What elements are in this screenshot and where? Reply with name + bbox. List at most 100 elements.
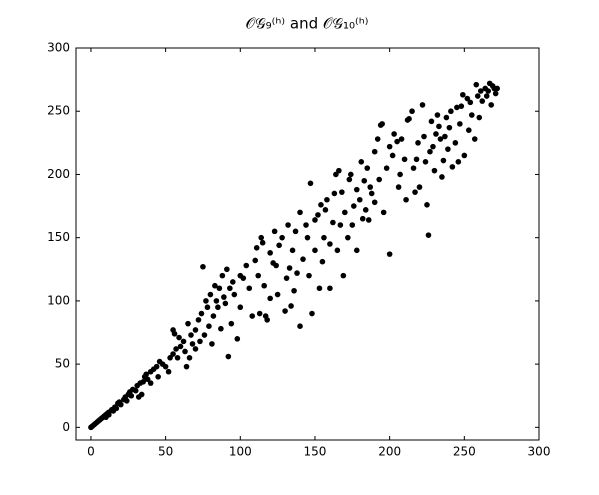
x-tick-label: 300 xyxy=(528,445,551,459)
point xyxy=(327,285,333,292)
point xyxy=(464,95,471,102)
point xyxy=(198,310,205,317)
point xyxy=(253,244,260,251)
point xyxy=(442,133,448,140)
point xyxy=(340,272,347,279)
point xyxy=(279,234,285,241)
point xyxy=(224,266,230,273)
point xyxy=(336,167,342,174)
x-tick-label: 200 xyxy=(378,445,401,459)
point xyxy=(234,336,241,342)
point xyxy=(339,189,345,195)
point xyxy=(458,103,465,109)
point xyxy=(348,171,354,178)
point xyxy=(410,165,417,171)
point xyxy=(403,196,409,203)
point xyxy=(394,138,400,145)
point xyxy=(261,282,267,289)
y-tick-label: 50 xyxy=(55,357,70,371)
x-tick-label: 0 xyxy=(87,445,95,459)
point xyxy=(286,265,293,271)
point xyxy=(230,279,236,285)
point xyxy=(180,338,187,345)
point xyxy=(419,102,426,108)
point xyxy=(259,239,266,246)
point xyxy=(353,186,360,193)
point xyxy=(292,228,299,235)
point xyxy=(468,112,475,118)
point xyxy=(437,136,444,142)
point xyxy=(162,363,169,370)
point xyxy=(436,123,442,130)
point xyxy=(365,217,372,223)
point xyxy=(374,136,381,142)
point xyxy=(240,275,247,281)
point xyxy=(395,184,402,190)
point xyxy=(474,93,481,99)
point xyxy=(106,411,112,418)
point xyxy=(140,379,147,385)
point xyxy=(322,207,329,213)
point xyxy=(228,320,235,327)
point xyxy=(170,351,176,357)
point xyxy=(349,222,356,228)
point xyxy=(288,303,294,309)
point xyxy=(176,334,182,341)
point xyxy=(333,171,339,178)
point xyxy=(225,353,232,360)
point xyxy=(147,380,154,386)
point xyxy=(237,304,244,311)
point xyxy=(153,363,160,370)
point xyxy=(327,241,333,247)
y-tick-label: 200 xyxy=(47,167,70,181)
point xyxy=(195,317,202,323)
point xyxy=(353,247,360,254)
point xyxy=(173,346,179,352)
point xyxy=(445,146,451,152)
point xyxy=(351,203,357,209)
point xyxy=(264,317,270,323)
point xyxy=(285,222,291,228)
point xyxy=(315,212,321,218)
x-tick-label: 150 xyxy=(304,445,327,459)
point xyxy=(201,332,208,338)
point xyxy=(128,392,135,399)
point xyxy=(342,209,348,216)
point xyxy=(256,310,263,317)
point xyxy=(271,228,278,235)
point xyxy=(132,387,139,394)
point xyxy=(227,285,233,292)
point xyxy=(207,291,214,298)
point xyxy=(321,234,327,241)
point xyxy=(282,308,288,314)
chart-title: 𝒪𝒢₉⁽ʰ⁾ and 𝒪𝒢₁₀⁽ʰ⁾ xyxy=(246,15,369,33)
point xyxy=(216,285,223,292)
point xyxy=(188,332,194,338)
point xyxy=(494,85,500,92)
point xyxy=(297,323,303,329)
point xyxy=(430,143,436,150)
plot-frame xyxy=(75,47,540,441)
point xyxy=(461,152,468,159)
point xyxy=(197,338,203,345)
point xyxy=(183,363,190,370)
point xyxy=(291,287,297,294)
y-tick-label: 100 xyxy=(47,293,70,307)
point xyxy=(319,258,326,265)
point xyxy=(297,209,303,216)
point xyxy=(485,88,492,94)
point xyxy=(213,298,220,304)
point xyxy=(371,148,378,155)
point xyxy=(358,159,365,165)
point xyxy=(379,121,385,127)
point xyxy=(185,320,191,327)
point xyxy=(274,291,281,298)
point xyxy=(204,304,211,311)
point xyxy=(389,152,396,159)
point xyxy=(356,196,363,203)
point xyxy=(255,272,262,279)
point xyxy=(362,207,369,213)
point xyxy=(276,242,282,249)
point xyxy=(330,219,336,226)
point xyxy=(473,81,480,88)
